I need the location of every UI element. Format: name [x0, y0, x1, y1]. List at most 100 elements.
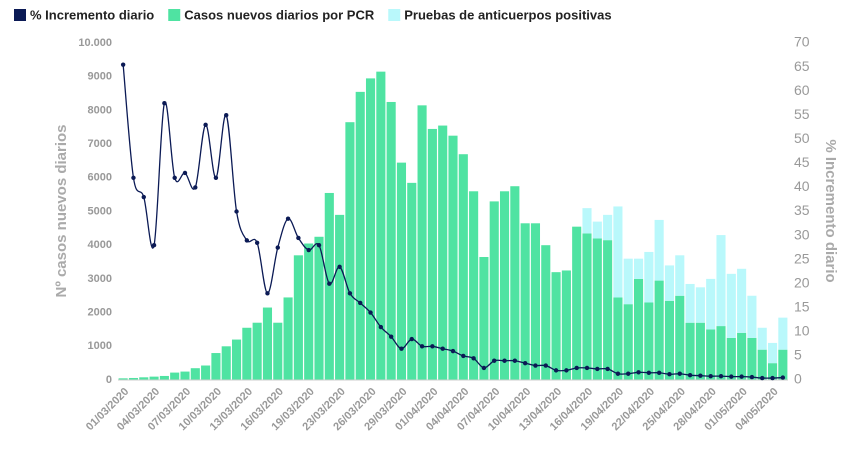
y2-tick-label: 20: [794, 274, 810, 290]
bar: [561, 270, 571, 380]
bar: [314, 236, 324, 380]
line-point: [337, 264, 342, 270]
bar: [592, 238, 602, 380]
y-tick-label: 10.000: [78, 37, 112, 49]
line-point: [254, 240, 260, 245]
line-point: [584, 365, 590, 371]
bar: [654, 219, 664, 281]
bar: [675, 295, 685, 380]
y-axis-title: Nº casos nuevos diarios: [53, 124, 70, 297]
bar: [716, 326, 726, 380]
bar: [180, 371, 190, 380]
bar: [479, 256, 489, 380]
bar: [644, 302, 654, 380]
line-point: [770, 375, 775, 381]
bar: [633, 278, 644, 380]
line-point: [605, 366, 610, 372]
line-point: [450, 348, 456, 354]
bar: [304, 243, 314, 380]
bar: [541, 245, 551, 380]
y-tick-label: 6000: [88, 172, 112, 184]
line-point: [131, 175, 136, 180]
line-point: [595, 366, 600, 372]
bar: [201, 365, 211, 380]
line-point: [461, 353, 466, 359]
line-point: [739, 374, 744, 379]
bar: [633, 258, 644, 279]
bar: [427, 128, 437, 380]
line-point: [687, 372, 693, 378]
bar: [376, 71, 386, 381]
bar: [489, 201, 499, 380]
line-point: [543, 363, 548, 368]
line-point: [193, 185, 198, 190]
line-point: [522, 360, 528, 366]
y2-tick-label: 25: [794, 250, 810, 266]
bar: [355, 91, 365, 381]
bar: [706, 278, 716, 330]
bar: [448, 135, 458, 380]
line-point: [677, 371, 682, 376]
line-point: [327, 281, 332, 286]
bar: [623, 258, 633, 305]
bar: [221, 346, 231, 380]
line-point: [306, 247, 311, 253]
y2-tick-label: 10: [794, 323, 810, 339]
line-point: [162, 100, 167, 106]
bar: [128, 377, 139, 380]
bar: [417, 105, 427, 380]
line-point: [399, 346, 404, 351]
bar: [603, 240, 613, 380]
bar: [551, 272, 561, 380]
line-point: [378, 324, 384, 330]
bar: [767, 342, 778, 364]
line-point: [512, 358, 518, 363]
line-point: [151, 243, 157, 248]
bar: [613, 297, 623, 380]
bar: [252, 322, 262, 380]
line-point: [708, 373, 713, 379]
bar: [613, 206, 623, 298]
bar: [438, 125, 448, 380]
bar: [757, 327, 767, 350]
bar: [510, 186, 520, 380]
bar: [675, 255, 685, 296]
line-point: [234, 209, 239, 214]
bar: [520, 223, 530, 380]
bar: [623, 304, 633, 380]
y2-tick-label: 5: [794, 347, 802, 363]
line-point: [615, 371, 621, 376]
line-point: [347, 291, 353, 296]
bar: [499, 191, 510, 380]
y-tick-label: 2000: [88, 307, 112, 319]
legend-label: Casos nuevos diarios por PCR: [184, 7, 375, 22]
line-point: [780, 375, 786, 380]
bar: [335, 214, 345, 380]
y2-tick-label: 60: [794, 82, 810, 98]
y-tick-label: 1000: [88, 340, 112, 352]
line-point: [646, 370, 652, 375]
bar: [726, 273, 736, 338]
bar: [530, 223, 541, 380]
line-point: [533, 363, 538, 368]
bar: [396, 162, 407, 380]
line-point: [296, 235, 301, 241]
y2-tick-label: 15: [794, 298, 810, 314]
line-point: [316, 243, 322, 248]
y-tick-label: 8000: [88, 104, 112, 116]
bar: [716, 235, 726, 327]
bar: [747, 337, 757, 380]
line-point: [564, 368, 569, 373]
bar: [170, 372, 180, 380]
line-point: [481, 365, 487, 371]
y2-tick-label: 65: [794, 58, 810, 74]
line-point: [368, 310, 373, 315]
line-point: [626, 371, 631, 376]
bar: [706, 329, 716, 380]
bar: [757, 349, 767, 380]
line-point: [419, 344, 425, 349]
y2-tick-label: 0: [794, 371, 802, 387]
line-point: [275, 245, 280, 250]
y-tick-label: 9000: [88, 71, 112, 83]
